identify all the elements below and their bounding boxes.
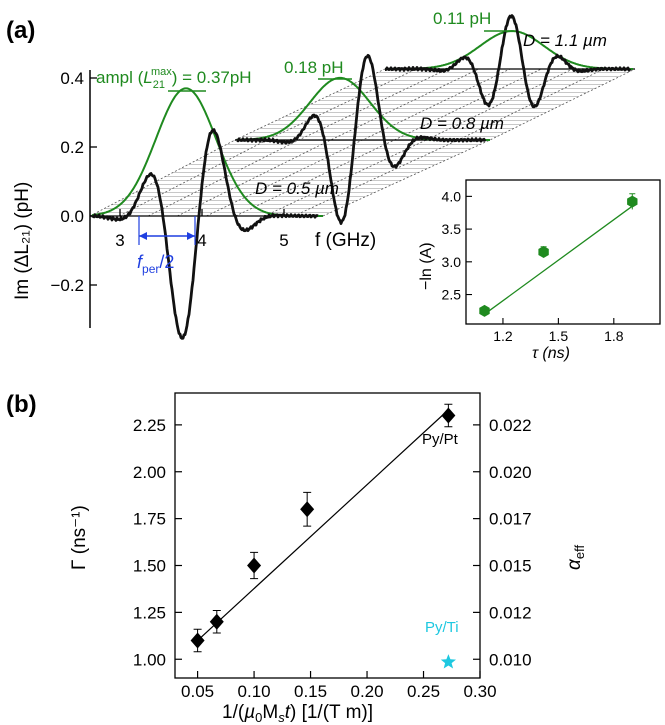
b-point-pypt [190,632,205,649]
peak-label-3: 0.11 pH [433,9,491,28]
b-xtick-label: 0.10 [238,682,271,701]
b-point-pyti [440,654,456,669]
diag-guide [118,68,417,217]
a-ytick-label: 0.2 [60,138,84,157]
a-xtick-label: 3 [115,231,124,250]
inset-ytick-label: 4.0 [442,188,462,204]
signal-curve-d11 [384,14,632,109]
a-ytick-label: 0.0 [60,207,84,226]
inset-fit-line [484,205,633,315]
panel-b-data [190,403,456,669]
panel-a-x-ticks: 3 4 5 [115,209,289,250]
label-pyti: Py/Ti [425,619,459,636]
panel-b-y-left-label: Γ (ns⁻¹) [69,505,90,570]
inset-point [538,246,549,258]
hatch-band-2 [235,69,635,140]
inset-y-label: −ln (A) [418,242,435,290]
inset-data [479,193,638,317]
b-ytick-left-label: 1.75 [133,510,166,529]
ampl-label: ampl (L21max) = 0.37pH [96,66,252,91]
fper-arrow-right-head [187,232,195,240]
inset-xtick-label: 1.8 [604,328,624,344]
d-label-1: D = 0.5 µm [255,179,339,198]
panel-a-x-label: f (GHz) [315,230,376,251]
peak-label-2: 0.18 pH [284,58,344,77]
inset-ytick-label: 3.0 [442,254,462,270]
inset-xtick-label: 1.5 [549,328,569,344]
panel-b-ticks: 2.25 0.022 2.00 0.020 1.75 0.017 1.50 0.015 1.25… [133,416,532,701]
panel-a-y-label: Im (ΔL₂₁) (pH) [12,182,33,300]
signal-curve-d08 [236,53,487,225]
panel-b-fit-line [197,409,449,641]
b-ytick-right-label: 0.015 [489,557,532,576]
fper-arrow-left-head [139,232,147,240]
diag-guide [322,68,636,217]
b-ytick-right-label: 0.020 [489,463,532,482]
a-ytick-label: 0.4 [60,69,84,88]
signal-curve-d05 [91,128,319,340]
inset-xtick-label: 1.2 [493,328,513,344]
b-ytick-right-label: 0.012 [489,603,532,622]
panel-a-label: (a) [6,17,35,44]
b-xtick-label: 0.05 [181,682,214,701]
inset-ytick-label: 2.5 [442,287,462,303]
b-point-pypt [209,613,224,630]
panel-b-frame [174,392,481,679]
b-ytick-left-label: 1.25 [133,603,166,622]
fper-label: fper/2 [137,252,174,276]
b-ytick-left-label: 1.00 [133,650,166,669]
b-xtick-label: 0.30 [463,682,496,701]
b-ytick-right-label: 0.017 [489,510,532,529]
b-ytick-right-label: 0.022 [489,416,532,435]
inset-ytick-label: 3.5 [442,221,462,237]
b-xtick-label: 0.20 [350,682,383,701]
inset-x-label: τ (ns) [532,345,570,362]
b-point-pypt [441,407,456,424]
inset-ticks: 2.5 3.0 3.5 4.0 1.2 1.5 1.8 [442,188,624,344]
b-ytick-left-label: 1.50 [133,557,166,576]
panel-b-y-right-label: αeff [564,545,587,570]
b-point-pypt [300,501,315,518]
inset-point [479,304,490,317]
b-point-pypt [247,557,262,574]
panel-a-y-ticks: 0.4 0.2 0.0 −0.2 [50,69,97,295]
b-ytick-left-label: 2.25 [133,416,166,435]
b-xtick-label: 0.25 [407,682,440,701]
a-xtick-label: 5 [279,231,288,250]
d-label-2: D = 0.8 µm [420,114,504,133]
b-xtick-label: 0.15 [294,682,327,701]
d-label-3: D = 1.1 µm [523,31,607,50]
a-ytick-label: −0.2 [50,276,84,295]
inset-point [627,195,638,208]
panel-b-label: (b) [6,391,37,418]
panel-b-x-label: 1/(µ0Mst) [1/(T m)] [222,702,373,725]
b-ytick-right-label: 0.010 [489,650,532,669]
a-xtick-label: 4 [197,231,206,250]
b-ytick-left-label: 2.00 [133,463,166,482]
label-pypt: Py/Pt [422,431,459,448]
